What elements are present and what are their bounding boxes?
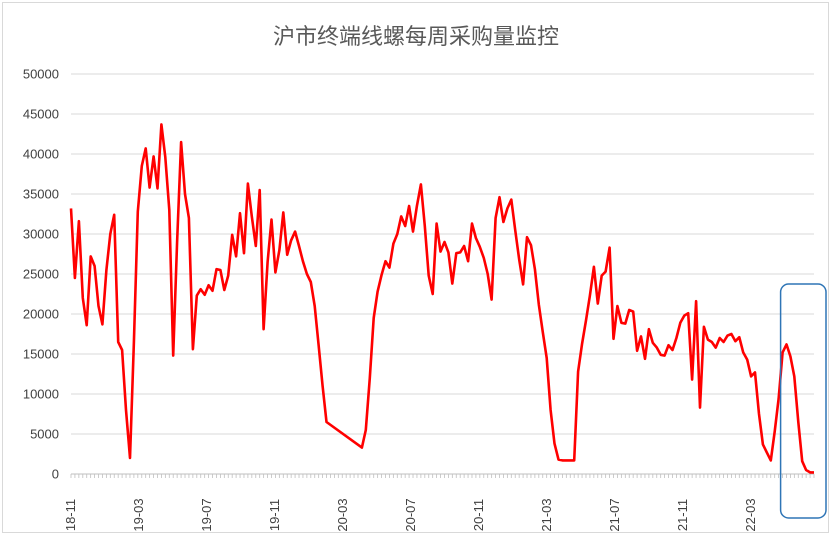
y-tick-label: 15000 <box>23 347 59 362</box>
x-tick-label: 20-03 <box>335 498 350 531</box>
y-tick-label: 30000 <box>23 227 59 242</box>
y-tick-label: 0 <box>52 467 59 482</box>
x-tick-label: 18-11 <box>63 499 78 531</box>
highlight-box <box>779 283 827 519</box>
y-tick-label: 25000 <box>23 267 59 282</box>
y-tick-label: 10000 <box>23 387 59 402</box>
x-tick-label: 19-07 <box>199 498 214 531</box>
x-axis: 18-11 19-03 19-07 19-11 20-03 20-07 20-11 21-03… <box>63 473 815 532</box>
y-tick-label: 20000 <box>23 307 59 322</box>
x-tick-label: 19-03 <box>131 498 146 531</box>
x-tick-label: 21-07 <box>607 498 622 531</box>
x-tick-label: 19-11 <box>267 499 282 531</box>
gridlines <box>71 73 814 435</box>
series-line-0 <box>69 123 814 474</box>
x-tick-label: 22-03 <box>743 498 758 531</box>
x-tick-label: 21-03 <box>539 498 554 531</box>
x-tick-label: 20-11 <box>471 499 486 531</box>
y-tick-label: 40000 <box>23 147 59 162</box>
y-tick-label: 5000 <box>30 427 59 442</box>
y-tick-label: 35000 <box>23 187 59 202</box>
y-tick-label: 50000 <box>23 67 59 82</box>
x-tick-label: 20-07 <box>403 498 418 531</box>
series-layer <box>69 123 814 474</box>
x-tick-label: 21-11 <box>675 499 690 531</box>
y-tick-label: 45000 <box>23 107 59 122</box>
chart-title: 沪市终端线螺每周采购量监控 <box>273 25 559 50</box>
y-axis: 0 5000 10000 15000 20000 25000 30000 35000 40000… <box>23 67 59 482</box>
